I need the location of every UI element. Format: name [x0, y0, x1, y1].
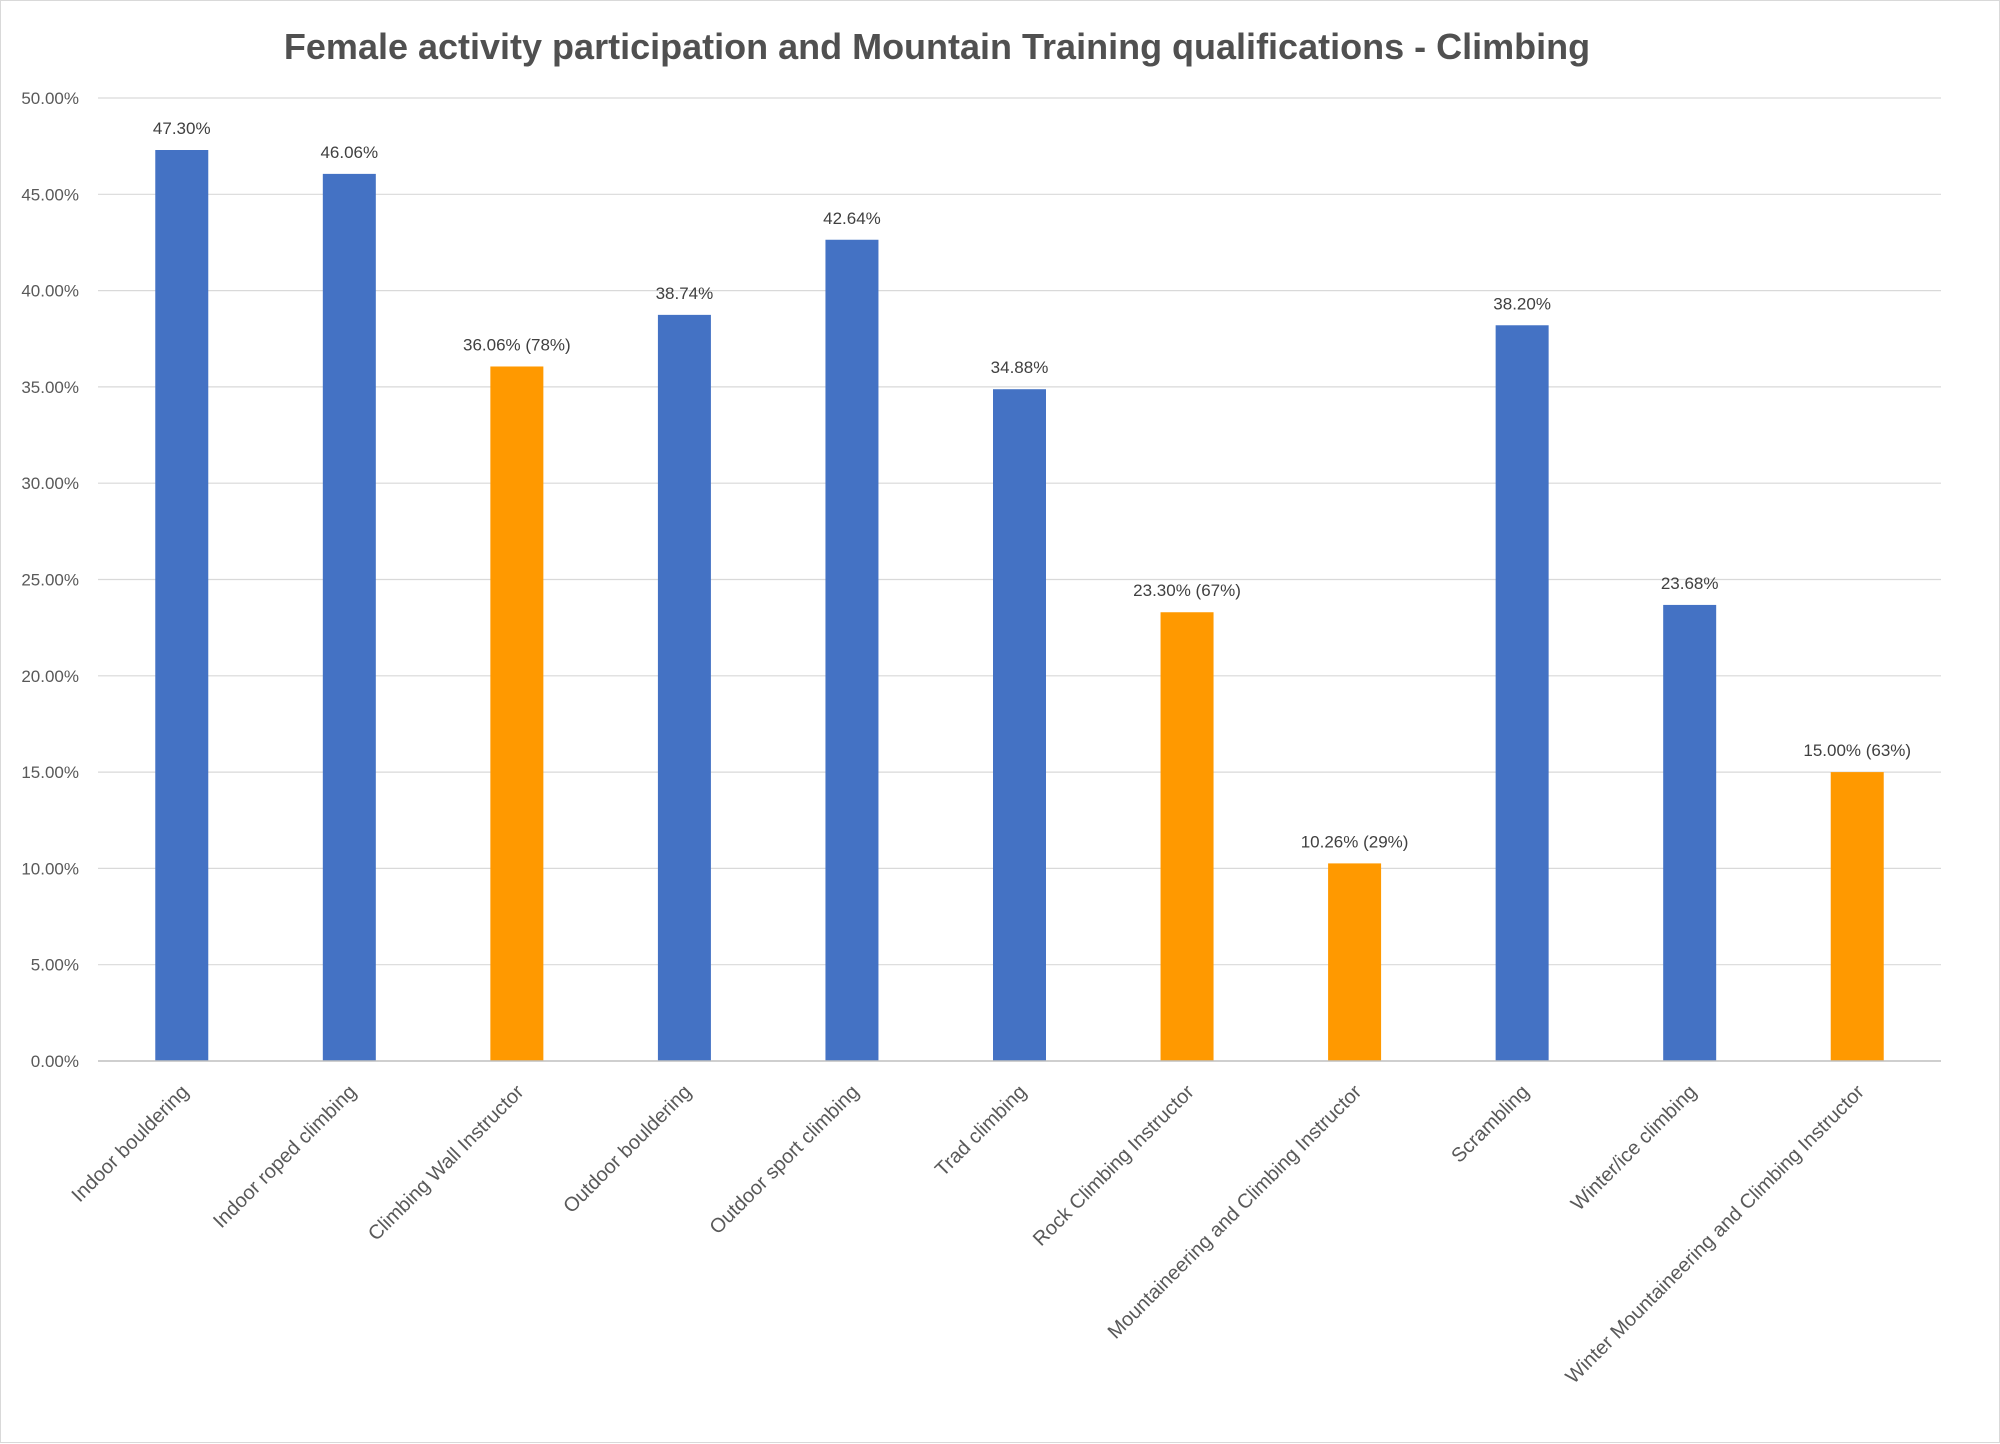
- data-label: 23.68%: [1661, 574, 1719, 593]
- category-labels: Indoor bouldering Indoor roped climbing Cl…: [68, 1081, 1869, 1388]
- y-tick-label: 20.00%: [21, 667, 79, 686]
- category-label: Indoor roped climbing: [209, 1081, 361, 1233]
- y-tick-label: 25.00%: [21, 571, 79, 590]
- category-label: Outdoor sport climbing: [706, 1081, 864, 1239]
- data-label: 38.74%: [656, 284, 714, 303]
- y-tick-label: 40.00%: [21, 282, 79, 301]
- y-tick-label: 45.00%: [21, 185, 79, 204]
- category-label: Rock Climbing Instructor: [1029, 1081, 1199, 1251]
- data-label: 47.30%: [153, 119, 211, 138]
- data-label: 38.20%: [1493, 294, 1551, 313]
- y-tick-label: 35.00%: [21, 378, 79, 397]
- y-tick-label: 10.00%: [21, 859, 79, 878]
- data-label: 23.30% (67%): [1133, 581, 1241, 600]
- data-label: 36.06% (78%): [463, 335, 571, 354]
- y-tick-label: 30.00%: [21, 474, 79, 493]
- bar-activity: [993, 389, 1046, 1062]
- data-label: 42.64%: [823, 209, 881, 228]
- bar-activity: [155, 150, 209, 1061]
- chart-title: Female activity participation and Mounta…: [284, 26, 1590, 67]
- category-label: Indoor bouldering: [68, 1081, 194, 1207]
- bars: [155, 150, 1884, 1062]
- data-label: 15.00% (63%): [1803, 741, 1911, 760]
- category-label: Winter Mountaineering and Climbing Instr…: [1562, 1081, 1869, 1388]
- data-labels: 47.30% 46.06% 36.06% (78%) 38.74% 42.64% 34.8…: [153, 119, 1911, 851]
- bar-activity: [322, 173, 376, 1061]
- bar-activity: [1495, 325, 1549, 1061]
- bar-qualification: [1830, 772, 1884, 1061]
- data-label: 34.88%: [991, 358, 1049, 377]
- bar-activity: [657, 314, 711, 1061]
- category-label: Climbing Wall Instructor: [364, 1081, 529, 1246]
- y-tick-label: 15.00%: [21, 763, 79, 782]
- category-label: Trad climbing: [931, 1081, 1031, 1181]
- y-tick-label: 50.00%: [21, 89, 79, 108]
- bar-activity: [1663, 604, 1717, 1061]
- bar-qualification: [490, 366, 544, 1062]
- y-axis-ticks: 0.00% 5.00% 10.00% 15.00% 20.00% 25.00% 30.00%…: [21, 89, 79, 1071]
- data-label: 10.26% (29%): [1301, 832, 1409, 851]
- bar-qualification: [1160, 612, 1214, 1061]
- y-tick-label: 5.00%: [31, 956, 79, 975]
- y-tick-label: 0.00%: [31, 1052, 79, 1071]
- category-label: Winter/ice climbing: [1567, 1081, 1701, 1215]
- data-label: 46.06%: [320, 143, 378, 162]
- category-label: Scrambling: [1447, 1081, 1533, 1167]
- bar-qualification: [1328, 863, 1382, 1061]
- category-label: Outdoor bouldering: [559, 1081, 696, 1218]
- bar-activity: [825, 239, 879, 1061]
